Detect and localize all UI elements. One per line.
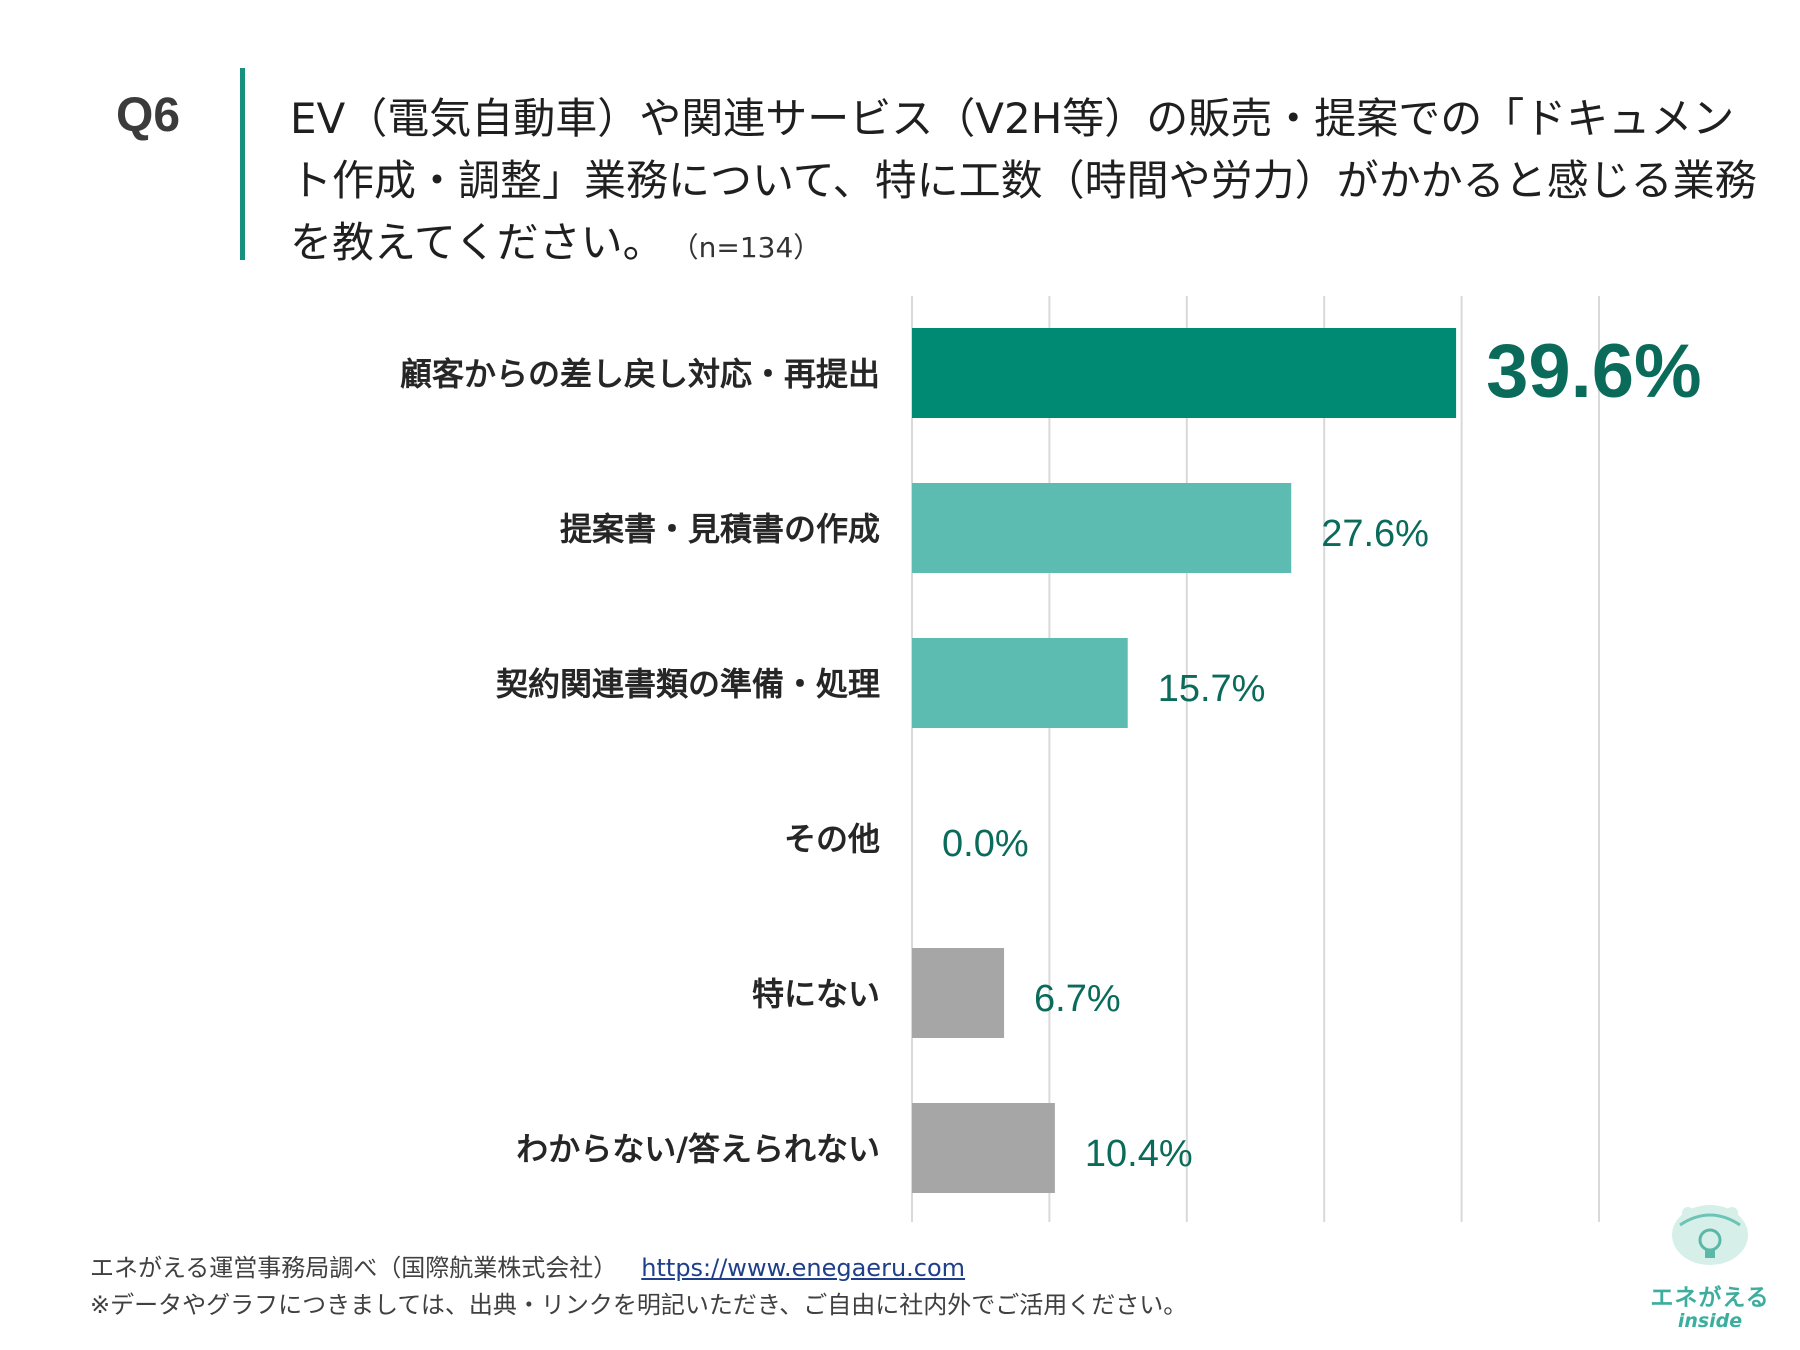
category-label: 契約関連書類の準備・処理 (496, 665, 880, 703)
value-label: 15.7% (1158, 668, 1266, 710)
sample-size: （n=134） (684, 231, 822, 264)
category-label: その他 (784, 820, 880, 858)
logo-sub: inside (1677, 1310, 1743, 1332)
source-text: エネがえる運営事務局調べ（国際航業株式会社） (90, 1254, 618, 1282)
value-label: 39.6% (1486, 329, 1702, 414)
question-number: Q6 (116, 89, 181, 142)
bar (912, 1103, 1055, 1193)
usage-note: ※データやグラフにつきましては、出典・リンクを明記いただき、ご自由に社内外でご活… (90, 1291, 1188, 1319)
bar (912, 483, 1292, 573)
bar (912, 328, 1457, 418)
category-label: 特にない (752, 975, 880, 1013)
logo-name: エネがえる (1650, 1285, 1770, 1311)
bar-chart: 顧客からの差し戻し対応・再提出 39.6% 提案書・見積書の作成 27.6% 契約関連書… (400, 296, 1702, 1222)
footer: エネがえる運営事務局調べ（国際航業株式会社） https://www.enegae… (90, 1250, 1187, 1324)
value-label: 0.0% (942, 823, 1029, 865)
value-label: 6.7% (1034, 978, 1121, 1020)
question-text: EV（電気自動車）や関連サービス（V2H等）の販売・提案での「ドキュメント作成・… (290, 88, 1770, 279)
bar (912, 638, 1128, 728)
bar (912, 948, 1005, 1038)
value-label: 27.6% (1321, 513, 1429, 555)
value-label: 10.4% (1085, 1133, 1193, 1175)
question-divider (240, 68, 245, 260)
source-link[interactable]: https://www.enegaeru.com (641, 1254, 966, 1282)
question-body: EV（電気自動車）や関連サービス（V2H等）の販売・提案での「ドキュメント作成・… (290, 94, 1757, 267)
category-label: 提案書・見積書の作成 (560, 510, 880, 548)
category-label: 顧客からの差し戻し対応・再提出 (400, 355, 880, 393)
category-label: わからない/答えられない (516, 1130, 880, 1168)
enegaeru-logo-icon (1672, 1205, 1748, 1265)
